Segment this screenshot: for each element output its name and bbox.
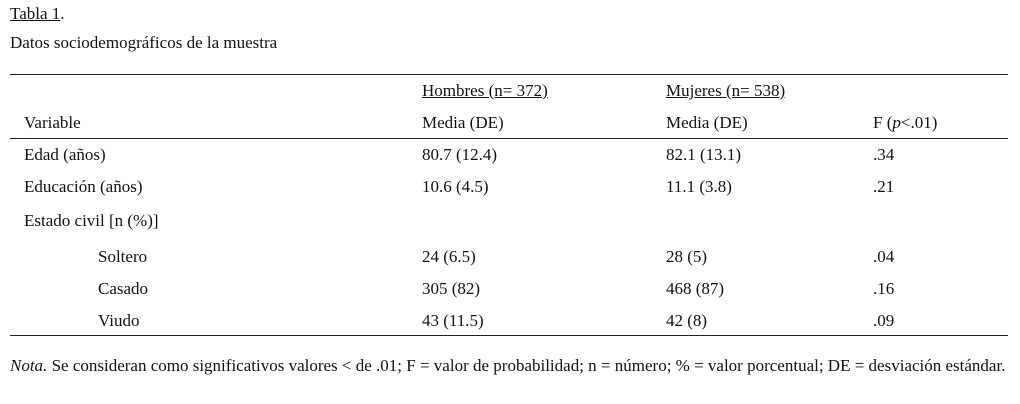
cell: 43 (11.5)	[422, 311, 484, 330]
cell: .04	[873, 247, 895, 266]
row-label: Edad (años)	[24, 145, 106, 164]
table-note: Nota. Se consideran como significativos …	[10, 352, 1010, 379]
row-label: Soltero	[98, 247, 148, 266]
group-header-text: Hombres (n= 372)	[422, 81, 548, 100]
f-header-p: p	[892, 113, 901, 132]
cell: 468 (87)	[666, 279, 725, 298]
cell: 80.7 (12.4)	[422, 145, 498, 164]
row-label: Viudo	[98, 311, 140, 330]
column-header: Media (DE)	[422, 113, 504, 132]
group-header-text: Mujeres (n= 538)	[666, 81, 786, 100]
note-text: Se consideran como significativos valore…	[51, 356, 1006, 375]
group-header: Mujeres (n= 538)	[666, 81, 785, 101]
table-title: Datos sociodemográficos de la muestra	[10, 33, 278, 52]
section-label: Estado civil [n (%)]	[24, 211, 159, 230]
note-label: Nota.	[10, 356, 48, 375]
cell: 11.1 (3.8)	[666, 177, 732, 196]
cell: 24 (6.5)	[422, 247, 476, 266]
column-header: Media (DE)	[666, 113, 748, 132]
cell: .21	[873, 177, 895, 196]
column-header: F (p<.01)	[873, 113, 937, 133]
group-header: Hombres (n= 372)	[422, 81, 548, 101]
cell: 82.1 (13.1)	[666, 145, 742, 164]
cell: 28 (5)	[666, 247, 708, 266]
cell: 10.6 (4.5)	[422, 177, 489, 196]
cell: .16	[873, 279, 895, 298]
table-number-end: .	[60, 4, 65, 23]
table-caption: Tabla 1.	[10, 4, 65, 24]
cell: .34	[873, 145, 895, 164]
column-header: Variable	[24, 113, 81, 132]
table-number: Tabla 1	[10, 4, 61, 23]
top-rule	[10, 74, 1008, 75]
f-header-start: F (	[873, 113, 893, 132]
cell: 305 (82)	[422, 279, 481, 298]
row-label: Educación (años)	[24, 177, 143, 196]
f-header-end: <.01)	[900, 113, 938, 132]
cell: 42 (8)	[666, 311, 708, 330]
cell: .09	[873, 311, 895, 330]
row-label: Casado	[98, 279, 149, 298]
bottom-rule	[10, 335, 1008, 336]
header-rule	[10, 138, 1008, 139]
